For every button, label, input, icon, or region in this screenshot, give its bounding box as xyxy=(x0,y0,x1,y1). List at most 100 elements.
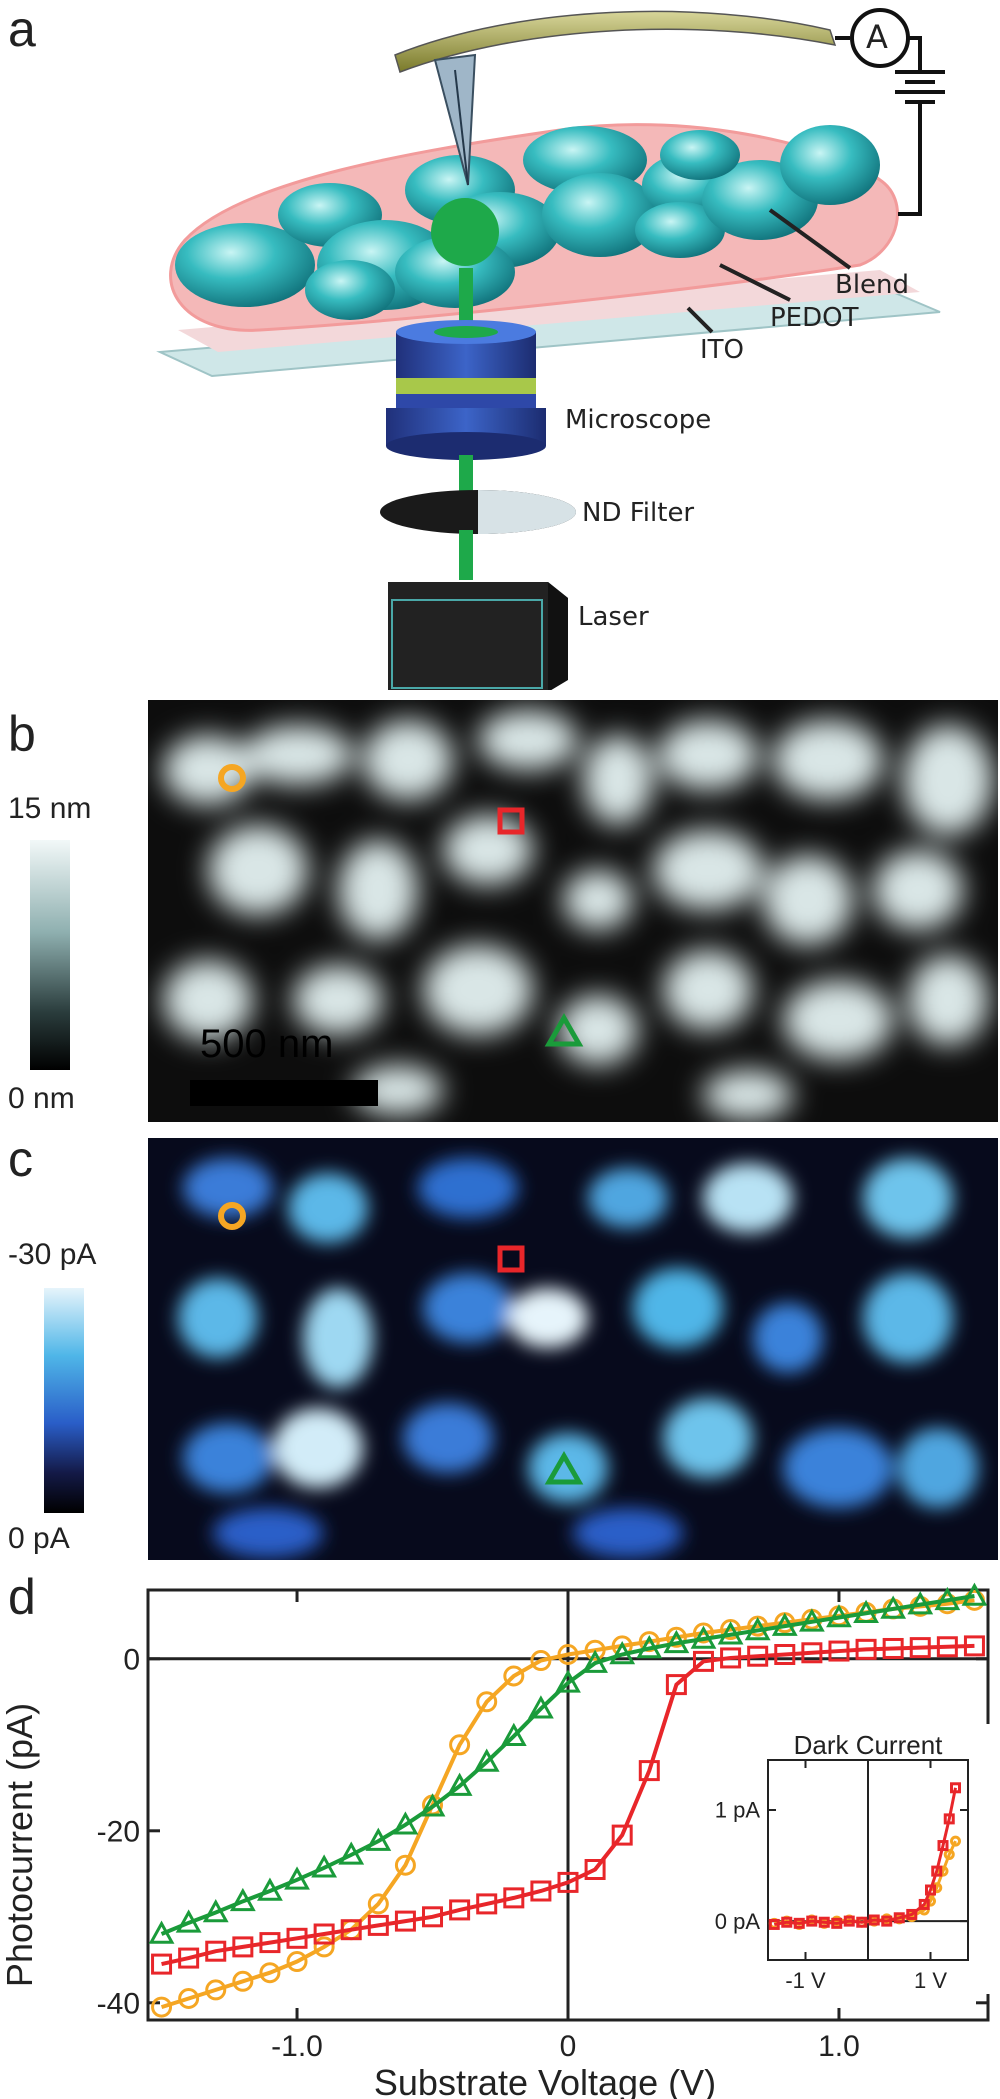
current-colorbar-max: -30 pA xyxy=(8,1238,97,1271)
point-green xyxy=(419,1793,446,1817)
illuminated-domain xyxy=(431,198,499,266)
ammeter-label: A xyxy=(866,18,888,56)
point-green xyxy=(961,1582,988,1606)
inset-point-red xyxy=(818,1916,830,1928)
point-green xyxy=(202,1899,229,1923)
height-colorbar-min: 0 nm xyxy=(8,1082,75,1115)
height-colorbar-max: 15 nm xyxy=(8,792,92,825)
green-triangle-marker xyxy=(544,1012,584,1047)
inset-point-red xyxy=(918,1898,930,1910)
red-square-marker xyxy=(497,1245,525,1273)
series-red xyxy=(151,1635,985,1975)
point-red xyxy=(828,1640,850,1662)
point-green xyxy=(636,1635,663,1659)
point-orange xyxy=(259,1962,281,1984)
point-green xyxy=(392,1811,419,1835)
inset-x-tick-label: 1 V xyxy=(914,1968,947,1993)
laser-label: Laser xyxy=(578,602,649,632)
inset-point-red xyxy=(906,1908,918,1920)
point-red xyxy=(611,1824,633,1846)
point-orange xyxy=(584,1639,606,1661)
inset-y-tick-label: 0 pA xyxy=(715,1909,761,1934)
x-tick-label: 1.0 xyxy=(818,2030,860,2063)
point-green xyxy=(690,1625,717,1649)
point-red xyxy=(286,1927,308,1949)
point-green xyxy=(229,1887,256,1912)
setup-schematic xyxy=(156,8,945,690)
point-green xyxy=(148,1920,175,1944)
red-square-marker xyxy=(497,807,525,835)
point-green xyxy=(907,1591,934,1615)
microscope-label: Microscope xyxy=(565,405,712,435)
inset-point-red xyxy=(781,1916,793,1928)
panel-a-letter: a xyxy=(8,1,36,57)
point-orange xyxy=(313,1936,335,1958)
current-colorbar xyxy=(44,1288,84,1513)
point-green xyxy=(555,1669,581,1693)
inset-point-red xyxy=(768,1918,780,1930)
y-tick-label: -40 xyxy=(97,1987,140,2020)
point-red xyxy=(340,1919,362,1941)
point-green xyxy=(175,1909,202,1933)
inset-point-red xyxy=(881,1915,893,1927)
inset-point-orange xyxy=(943,1848,955,1860)
series-line-green xyxy=(160,1594,975,1936)
point-green xyxy=(798,1608,825,1632)
point-orange xyxy=(692,1622,714,1644)
panel-d-letter: d xyxy=(8,1569,36,1625)
point-orange xyxy=(367,1893,389,1915)
point-red xyxy=(313,1923,335,1945)
inset-point-red xyxy=(843,1915,855,1927)
point-green xyxy=(609,1641,636,1665)
photocurrent-iv-chart: -1.0 0 1.0 0 -20 -40 -1 V 1 V 1 pA 0 pA Dark Curre… xyxy=(0,1582,994,2099)
point-red xyxy=(747,1645,769,1667)
point-red xyxy=(720,1647,742,1669)
x-tick-label: 0 xyxy=(560,2030,577,2063)
point-green xyxy=(880,1595,907,1619)
point-red xyxy=(801,1642,823,1664)
point-green xyxy=(500,1722,527,1746)
point-green xyxy=(744,1616,771,1641)
inset-point-red xyxy=(943,1813,955,1825)
inset-background xyxy=(766,1724,994,1994)
point-green xyxy=(853,1599,879,1623)
point-green xyxy=(446,1772,473,1796)
point-red xyxy=(855,1638,877,1660)
point-red xyxy=(584,1859,606,1880)
point-red xyxy=(530,1880,552,1902)
current-colorbar-min: 0 pA xyxy=(8,1522,70,1555)
point-red xyxy=(774,1644,796,1665)
point-red xyxy=(394,1910,416,1932)
pedot-layer xyxy=(178,270,920,352)
inset-point-red xyxy=(806,1915,818,1927)
point-green xyxy=(311,1854,338,1878)
point-orange xyxy=(178,1988,200,2009)
point-red xyxy=(557,1871,579,1893)
point-red xyxy=(909,1637,931,1659)
point-red xyxy=(449,1899,471,1921)
point-orange xyxy=(638,1631,660,1653)
point-orange xyxy=(394,1854,416,1876)
point-green xyxy=(365,1827,392,1851)
point-orange xyxy=(557,1644,579,1665)
series-line-red xyxy=(161,1643,975,1967)
y-tick-label: -20 xyxy=(97,1815,140,1848)
point-green xyxy=(284,1866,310,1890)
ito-label: ITO xyxy=(700,335,745,365)
inset-point-red xyxy=(931,1865,943,1877)
point-green xyxy=(257,1877,283,1901)
inset-point-red xyxy=(793,1917,805,1929)
point-orange xyxy=(503,1665,525,1687)
x-axis-title: Substrate Voltage (V) xyxy=(374,2062,716,2099)
scale-bar xyxy=(190,1080,378,1106)
point-red xyxy=(692,1650,714,1672)
height-colorbar xyxy=(30,840,70,1070)
point-red xyxy=(367,1914,389,1936)
point-orange xyxy=(530,1650,552,1672)
inset-point-red xyxy=(868,1914,880,1926)
blend-label: Blend xyxy=(835,270,910,300)
point-red xyxy=(476,1893,498,1915)
point-green xyxy=(717,1621,744,1645)
green-triangle-marker xyxy=(544,1450,584,1485)
point-green xyxy=(826,1604,852,1628)
